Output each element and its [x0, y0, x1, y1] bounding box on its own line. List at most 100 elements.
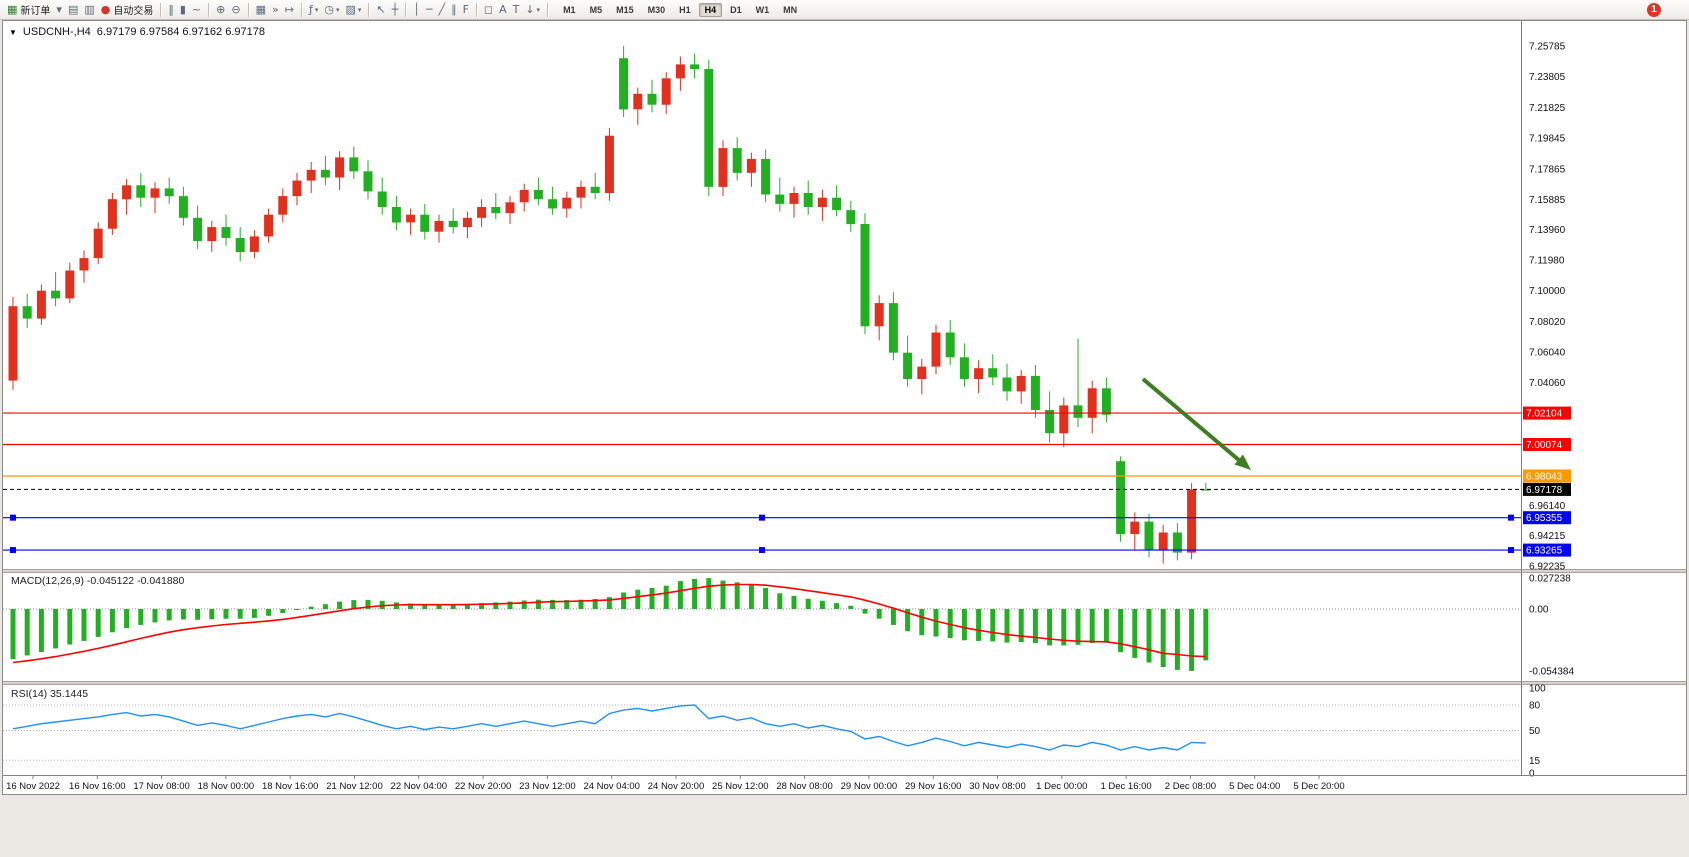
fibonacci-icon: F: [462, 3, 469, 16]
auto-scroll-button[interactable]: »: [269, 1, 282, 18]
toolbar-separator: [405, 2, 407, 17]
auto-trading-button-label: 自动交易: [113, 6, 154, 17]
svg-text:80: 80: [1529, 701, 1541, 712]
text-icon: A: [499, 3, 507, 16]
trend-arrow-object[interactable]: [1141, 377, 1251, 470]
zoom-out-button[interactable]: ⊖: [228, 1, 243, 18]
svg-text:7.25785: 7.25785: [1529, 42, 1566, 53]
arrow-objects-button[interactable]: ↓ ▾: [522, 1, 543, 18]
svg-text:50: 50: [1529, 726, 1541, 737]
timeframe-m30[interactable]: M30: [647, 4, 666, 15]
timeframe-w1[interactable]: W1: [755, 4, 770, 15]
dropdown-arrow-icon[interactable]: ▾: [335, 6, 340, 14]
market-watch-button[interactable]: ▥: [81, 1, 97, 18]
cursor-button[interactable]: ↖: [373, 1, 388, 18]
crosshair-button[interactable]: ┼: [389, 1, 402, 18]
indicators-button[interactable]: ƒ ▾: [306, 1, 321, 18]
charts-dropdown-button[interactable]: ▾: [53, 1, 65, 18]
svg-text:17 Nov 08:00: 17 Nov 08:00: [133, 781, 190, 792]
macd-signal-line: [12, 583, 1206, 664]
crosshair-icon: ┼: [391, 3, 399, 16]
svg-text:7.23805: 7.23805: [1529, 72, 1566, 83]
trendline-button[interactable]: ╱: [435, 1, 448, 18]
timeframe-mn[interactable]: MN: [783, 4, 798, 15]
new-order-icon: ▦: [7, 3, 18, 16]
bar-chart-button[interactable]: ‖: [165, 1, 177, 18]
rsi-line: [12, 704, 1206, 751]
toolbar-separator: [160, 2, 162, 17]
price-axis[interactable]: 7.25785 7.23805 7.21825 7.19845 7.17865 7.158…: [1521, 21, 1575, 780]
svg-text:6.94215: 6.94215: [1529, 531, 1566, 542]
text-button[interactable]: A: [496, 1, 510, 18]
timeframe-m5[interactable]: M5: [589, 4, 603, 15]
chart-shift-button[interactable]: ↦: [282, 1, 297, 18]
svg-text:7.21825: 7.21825: [1529, 103, 1566, 114]
channel-icon: ∥: [451, 3, 457, 16]
zoom-in-button[interactable]: ⊕: [213, 1, 228, 18]
timeframe-h4[interactable]: H4: [698, 2, 723, 17]
timeframe-m15[interactable]: M15: [616, 4, 634, 15]
svg-text:7.08020: 7.08020: [1529, 317, 1566, 328]
dropdown-arrow-icon[interactable]: ▾: [357, 6, 362, 14]
price-badge: [1523, 482, 1571, 496]
timeframe-m1[interactable]: M1: [563, 4, 576, 15]
shapes-icon: ◻: [483, 3, 494, 16]
chevron-down-icon: ▾: [56, 3, 62, 16]
line-handle: [1508, 547, 1514, 554]
profiles-button[interactable]: ▤: [65, 1, 81, 18]
timeframe-toolbar: M1 M5 M15 M30 H1 H4 D1 W1 MN: [556, 2, 804, 17]
templates-button[interactable]: ▨ ▾: [342, 1, 364, 18]
time-axis[interactable]: 16 Nov 2022 16 Nov 16:00 17 Nov 08:00 18 No…: [3, 775, 1687, 793]
svg-text:7.11980: 7.11980: [1529, 256, 1565, 267]
svg-text:6.93265: 6.93265: [1526, 546, 1563, 557]
svg-text:21 Nov 12:00: 21 Nov 12:00: [326, 781, 383, 792]
line-handle: [10, 514, 16, 521]
svg-text:22 Nov 04:00: 22 Nov 04:00: [391, 781, 448, 792]
rsi-panel-separator[interactable]: [3, 681, 1687, 685]
toolbar-separator: [547, 2, 549, 17]
horizontal-line-objects[interactable]: [3, 412, 1521, 554]
zoom-out-icon: ⊖: [231, 3, 241, 16]
line-handle: [10, 547, 16, 554]
vertical-line-button[interactable]: │: [410, 1, 423, 18]
candlestick-chart-icon: ▮: [179, 3, 186, 16]
svg-text:23 Nov 12:00: 23 Nov 12:00: [519, 781, 576, 792]
svg-text:18 Nov 00:00: 18 Nov 00:00: [198, 781, 255, 792]
chart-background: [3, 21, 1686, 794]
toolbar-groups: ▦ 新订单 ▾ ▤ ▥ ● 自动交易 ‖ ▮ ~ ⊕ ⊖ ▦» ↦ ƒ ▾ ◷ ▾ ▨ ▾ ↖ ┼ │ ─ ╱ ∥ F ◻ A T ↓ ▾: [4, 1, 543, 18]
rsi-panel: RSI(14) 35.1445: [3, 688, 1521, 761]
svg-text:0.027238: 0.027238: [1529, 574, 1571, 585]
svg-text:25 Nov 12:00: 25 Nov 12:00: [712, 781, 769, 792]
auto-trading-button[interactable]: ● 自动交易: [98, 1, 157, 18]
candlestick-chart-button[interactable]: ▮: [177, 1, 189, 18]
text-label-button[interactable]: T: [510, 1, 523, 18]
timeframe-d1[interactable]: D1: [730, 4, 742, 15]
periods-button[interactable]: ◷ ▾: [321, 1, 342, 18]
dropdown-arrow-icon[interactable]: ▾: [314, 6, 319, 14]
svg-text:29 Nov 16:00: 29 Nov 16:00: [905, 781, 962, 792]
price-chart-canvas[interactable]: MACD(12,26,9) -0.045122 -0.041880 RSI(14)…: [3, 21, 1687, 795]
line-chart-button[interactable]: ~: [189, 1, 204, 18]
svg-text:30 Nov 08:00: 30 Nov 08:00: [969, 781, 1026, 792]
tile-windows-button[interactable]: ▦: [253, 1, 269, 18]
timeframe-h1[interactable]: H1: [679, 4, 691, 15]
new-order-button[interactable]: ▦ 新订单: [4, 1, 53, 18]
auto-scroll-icon: »: [271, 3, 279, 16]
auto-trading-icon: ●: [100, 3, 111, 16]
svg-text:1 Dec 16:00: 1 Dec 16:00: [1100, 781, 1151, 792]
channel-button[interactable]: ∥: [448, 1, 460, 18]
price-badge: [1523, 406, 1571, 420]
new-order-button-label: 新订单: [20, 6, 51, 17]
macd-panel-separator[interactable]: [3, 569, 1687, 573]
dropdown-arrow-icon[interactable]: ▾: [536, 6, 541, 14]
shapes-button[interactable]: ◻: [481, 1, 496, 18]
horizontal-line-button[interactable]: ─: [423, 1, 436, 18]
fibonacci-button[interactable]: F: [460, 1, 472, 18]
chart-window[interactable]: MACD(12,26,9) -0.045122 -0.041880 RSI(14)…: [2, 20, 1687, 795]
tile-windows-icon: ▦: [255, 3, 266, 16]
svg-text:6.97178: 6.97178: [1526, 485, 1563, 496]
notification-badge[interactable]: 1: [1647, 2, 1661, 17]
horizontal-line-icon: ─: [425, 3, 433, 16]
svg-text:7.04060: 7.04060: [1529, 378, 1566, 389]
